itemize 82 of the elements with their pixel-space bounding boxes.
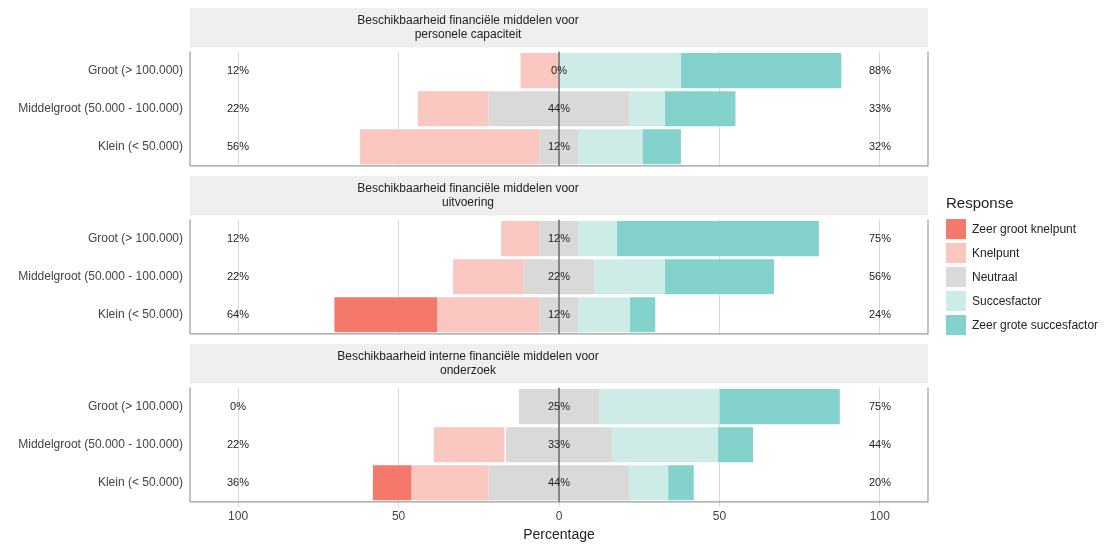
- data-label: 12%: [547, 307, 571, 320]
- data-label: 44%: [547, 475, 571, 488]
- annotation: 22%: [226, 437, 250, 450]
- bar: [578, 297, 630, 333]
- bar: [599, 389, 720, 425]
- y-tick-label: Klein (< 50.000): [97, 139, 183, 154]
- annotation: 36%: [226, 475, 250, 488]
- bar: [717, 427, 754, 463]
- data-label: 25%: [547, 399, 571, 412]
- bar: [594, 259, 665, 295]
- bar: [629, 91, 665, 127]
- x-axis-title: Percentage: [523, 526, 596, 543]
- annotation: 20%: [868, 475, 892, 488]
- annotation: 33%: [868, 101, 892, 114]
- bar: [664, 91, 736, 127]
- data-label: 12%: [547, 139, 571, 152]
- bar: [488, 465, 630, 501]
- annotation: 22%: [226, 269, 250, 282]
- legend-title: Response: [946, 194, 1015, 211]
- data-label: 12%: [547, 231, 571, 244]
- bar: [453, 259, 524, 295]
- bar: [616, 221, 819, 257]
- y-tick-label: Klein (< 50.000): [97, 475, 183, 490]
- annotation: 24%: [868, 307, 892, 320]
- legend-label: Neutraal: [972, 270, 1018, 284]
- bar: [506, 427, 612, 463]
- bar: [668, 465, 694, 501]
- y-tick-label: Groot (> 100.000): [87, 62, 183, 77]
- chart-title: Beschikbaarheid financiële middelen voor personele capaciteit: [357, 13, 579, 42]
- y-tick-label: Middelgroot (50.000 - 100.000): [18, 101, 183, 116]
- bar: [523, 259, 595, 295]
- bar: [642, 129, 681, 165]
- annotation: 75%: [868, 399, 892, 412]
- y-tick-label: Klein (< 50.000): [97, 307, 183, 322]
- chart-title: Beschikbaarheid interne financiële middelen voor onderzoek: [337, 349, 599, 378]
- bar: [411, 465, 489, 501]
- annotation: 88%: [868, 63, 892, 76]
- annotation: 22%: [226, 101, 250, 114]
- bar: [629, 465, 669, 501]
- data-label: 33%: [547, 437, 571, 450]
- legend-label: Zeer groot knelpunt: [972, 222, 1077, 236]
- y-tick-label: Middelgroot (50.000 - 100.000): [18, 437, 183, 452]
- legend-label: Knelpunt: [972, 246, 1020, 260]
- x-tick-label: 0: [555, 509, 563, 524]
- bar: [417, 91, 489, 127]
- y-tick-label: Middelgroot (50.000 - 100.000): [18, 269, 183, 284]
- bar: [611, 427, 718, 463]
- bar: [578, 129, 643, 165]
- bar: [578, 221, 617, 257]
- y-tick-label: Groot (> 100.000): [87, 230, 183, 245]
- bar: [501, 221, 540, 257]
- annotation: 56%: [868, 269, 892, 282]
- data-label: 44%: [547, 101, 571, 114]
- bar: [629, 297, 656, 333]
- annotation: 64%: [226, 307, 250, 320]
- chart-title: Beschikbaarheid financiële middelen voor uitvoering: [357, 181, 579, 210]
- x-tick-label: 50: [391, 509, 406, 524]
- legend-label: Zeer grote succesfactor: [972, 318, 1099, 332]
- bar: [437, 297, 540, 333]
- x-tick-label: 100: [228, 509, 249, 524]
- bar: [518, 389, 600, 425]
- bar: [334, 297, 438, 333]
- bar: [360, 129, 540, 165]
- x-tick-label: 100: [869, 509, 891, 524]
- x-tick-label: 50: [712, 509, 727, 524]
- bar: [680, 53, 842, 89]
- bar: [372, 465, 412, 501]
- data-label: 0%: [551, 63, 568, 76]
- bar: [488, 91, 630, 127]
- annotation: 12%: [226, 231, 250, 244]
- annotation: 56%: [226, 139, 250, 152]
- bar: [433, 427, 505, 463]
- legend-label: Succesfactor: [972, 294, 1042, 308]
- y-tick-label: Groot (> 100.000): [87, 398, 183, 413]
- annotation: 0%: [230, 399, 247, 412]
- bar: [664, 259, 774, 295]
- annotation: 12%: [226, 63, 250, 76]
- annotation: 32%: [868, 139, 892, 152]
- bar: [719, 389, 840, 425]
- annotation: 44%: [868, 437, 892, 450]
- data-label: 22%: [547, 269, 571, 282]
- annotation: 75%: [868, 231, 892, 244]
